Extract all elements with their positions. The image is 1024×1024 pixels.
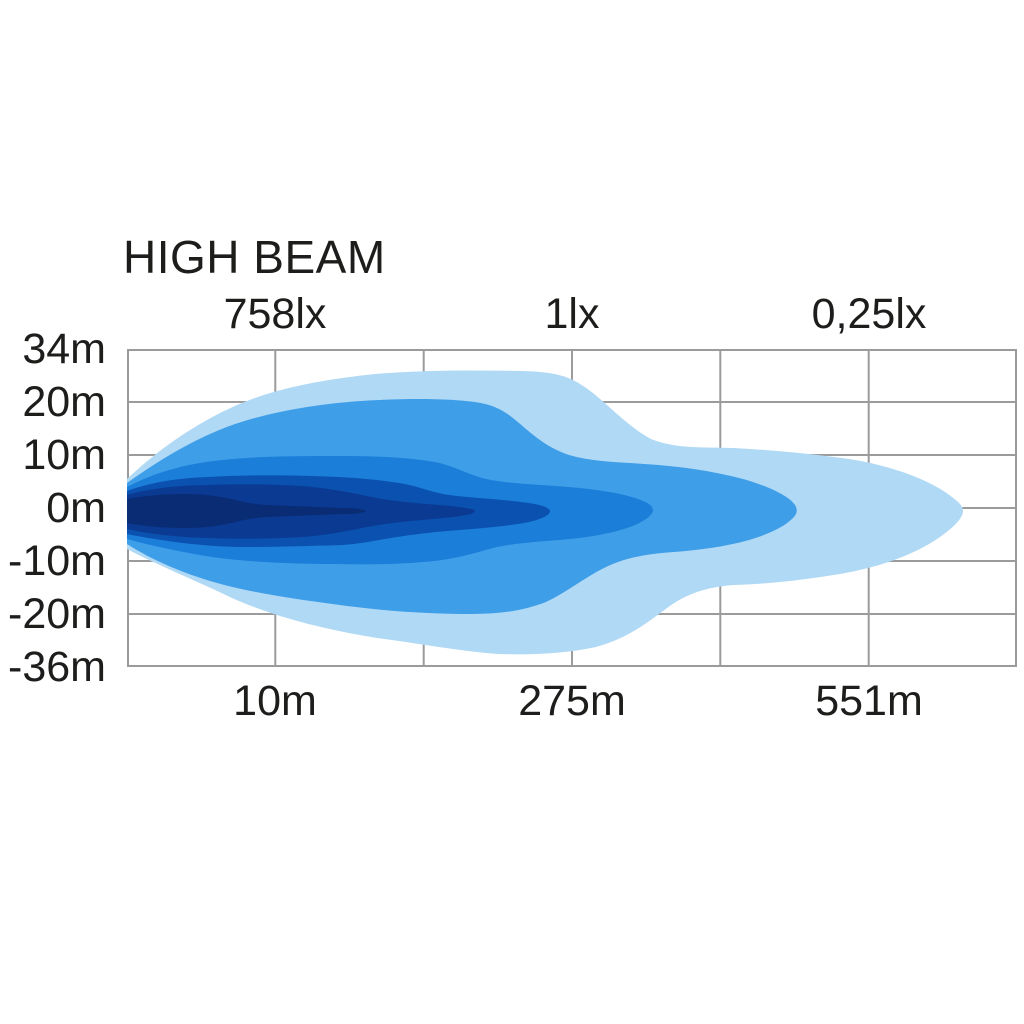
y-axis-tick-minus36m: -36m bbox=[8, 643, 106, 691]
top-axis-label-1lx: 1lx bbox=[544, 290, 600, 338]
x-axis-tick-10m: 10m bbox=[233, 677, 317, 725]
chart-title: HIGH BEAM bbox=[123, 231, 386, 283]
y-axis-tick-34m: 34m bbox=[22, 325, 106, 373]
x-axis-tick-551m: 551m bbox=[815, 677, 923, 725]
plot-area bbox=[127, 349, 1017, 667]
contour-level-6 bbox=[127, 494, 366, 528]
x-axis-tick-275m: 275m bbox=[518, 677, 626, 725]
y-axis-tick-minus10m: -10m bbox=[8, 537, 106, 585]
top-axis-label-025lx: 0,25lx bbox=[811, 290, 927, 338]
y-axis-tick-minus20m: -20m bbox=[8, 590, 106, 638]
y-axis-tick-10m: 10m bbox=[22, 431, 106, 479]
top-axis-label-758lx: 758lx bbox=[223, 290, 327, 338]
beam-contours bbox=[127, 370, 963, 655]
y-axis-tick-0m: 0m bbox=[46, 484, 106, 532]
y-axis-tick-20m: 20m bbox=[22, 378, 106, 426]
